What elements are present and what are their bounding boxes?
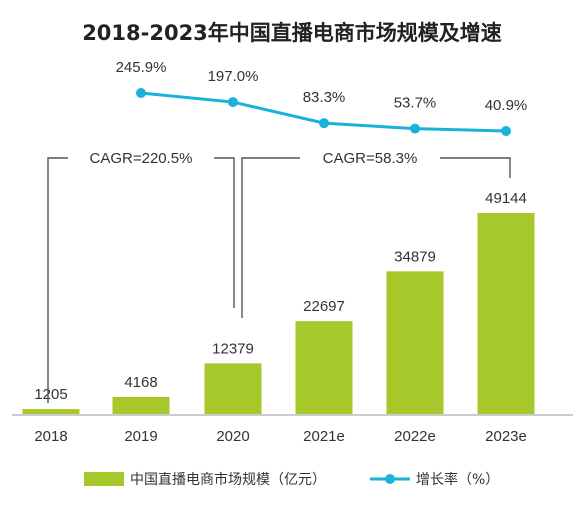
legend-swatch-bar [84,472,124,486]
growth-label-2023e: 40.9% [485,97,528,114]
bar-label-2020: 12379 [212,340,254,357]
growth-point-2021e [319,118,329,129]
x-tick-2019: 2019 [124,428,157,445]
growth-label-2019: 245.9% [116,59,167,76]
cagr-bracket-2 [241,157,300,318]
growth-point-2020 [228,97,238,108]
bar-label-2021e: 22697 [303,298,345,315]
bar-2019 [112,396,170,414]
bar-2023e [477,213,535,414]
x-tick-2020: 2020 [216,428,249,445]
bar-label-2018: 1205 [34,386,67,403]
bar-2020 [204,363,262,414]
growth-value-labels: 245.9% 197.0% 83.3% 53.7% 40.9% [116,59,528,114]
bar-2018 [22,409,80,414]
growth-line [136,88,511,136]
cagr-bracket-1 [47,157,68,403]
chart-title: 2018-2023年中国直播电商市场规模及增速 [82,21,502,45]
legend-swatch-marker [385,474,395,484]
legend-label-bar: 中国直播电商市场规模（亿元） [130,471,326,488]
growth-point-2019 [136,88,146,98]
bars [22,213,535,414]
legend: 中国直播电商市场规模（亿元） 增长率（%） [84,471,499,488]
cagr-label-1: CAGR=220.5% [90,150,193,167]
cagr-bracket-1-end [214,157,235,308]
bar-label-2022e: 34879 [394,248,436,265]
bar-value-labels: 1205 4168 12379 22697 34879 49144 [34,190,527,403]
x-axis-ticks: 2018 2019 2020 2021e 2022e 2023e [34,428,527,445]
bar-2022e [386,271,444,414]
bar-2021e [295,321,353,414]
cagr-bracket-2-end [440,157,511,178]
x-tick-2021e: 2021e [303,428,345,445]
x-tick-2023e: 2023e [485,428,527,445]
growth-point-2023e [501,126,511,136]
x-tick-2018: 2018 [34,428,67,445]
x-tick-2022e: 2022e [394,428,436,445]
bar-label-2023e: 49144 [485,190,527,207]
cagr-label-2: CAGR=58.3% [323,150,418,167]
growth-label-2022e: 53.7% [394,95,437,112]
growth-point-2022e [410,123,420,134]
growth-label-2020: 197.0% [208,68,259,85]
cagr-brackets: CAGR=220.5% CAGR=58.3% [47,150,511,403]
growth-label-2021e: 83.3% [303,89,346,106]
legend-label-line: 增长率（%） [416,471,499,488]
bar-label-2019: 4168 [124,374,157,391]
